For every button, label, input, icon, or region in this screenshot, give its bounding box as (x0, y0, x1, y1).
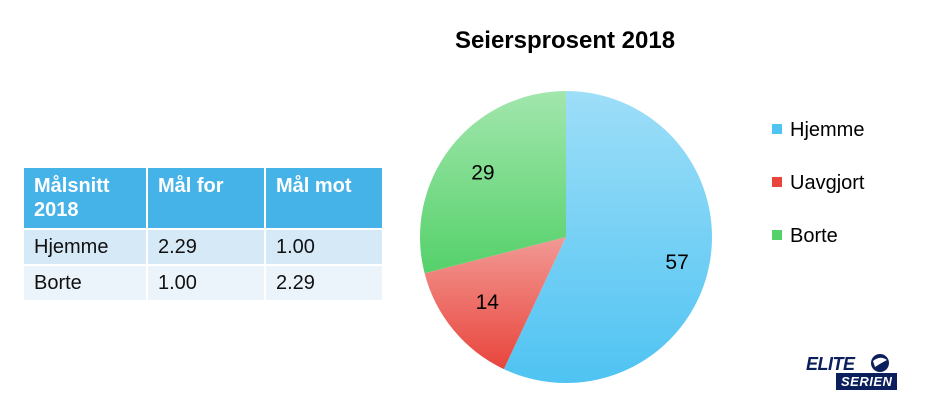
goal-average-table: Målsnitt 2018 Mål for Mål mot Hjemme 2.2… (24, 166, 382, 302)
data-label-borte: 29 (471, 162, 494, 185)
table-header-row: Målsnitt 2018 Mål for Mål mot (24, 168, 382, 228)
data-label-hjemme: 57 (665, 251, 688, 274)
header-mal-for: Mål for (148, 168, 266, 228)
legend-swatch-borte (772, 230, 782, 240)
cell-mal-for: 2.29 (148, 230, 266, 264)
cell-mal-mot: 2.29 (266, 266, 382, 300)
legend: Hjemme Uavgjort Borte (772, 119, 865, 247)
chart-title: Seiersprosent 2018 (455, 27, 675, 54)
logo-word-serien: SERIEN (836, 373, 898, 390)
pie-slice-uavgjort (424, 237, 566, 370)
legend-swatch-uavgjort (772, 177, 782, 187)
pie-slices (420, 91, 713, 383)
logo-word-elite: ELITE (806, 354, 855, 374)
data-label-uavgjort: 14 (476, 291, 500, 314)
row-label: Borte (24, 266, 148, 300)
header-malsnitt: Målsnitt 2018 (24, 168, 148, 228)
legend-label-uavgjort: Uavgjort (790, 172, 865, 194)
table-row: Borte 1.00 2.29 (24, 266, 382, 300)
legend-label-hjemme: Hjemme (790, 119, 864, 141)
football-emblem-icon (871, 354, 889, 372)
legend-label-borte: Borte (790, 225, 838, 247)
cell-mal-for: 1.00 (148, 266, 266, 300)
pie-slice-hjemme (503, 91, 713, 383)
legend-swatch-hjemme (772, 124, 782, 134)
table-row: Hjemme 2.29 1.00 (24, 230, 382, 264)
pie-data-labels: 57 14 29 (471, 162, 689, 315)
row-label: Hjemme (24, 230, 148, 264)
eliteserien-logo: ELITE SERIEN (806, 352, 916, 402)
cell-mal-mot: 1.00 (266, 230, 382, 264)
pie-slice-borte (420, 91, 566, 274)
header-mal-mot: Mål mot (266, 168, 382, 228)
